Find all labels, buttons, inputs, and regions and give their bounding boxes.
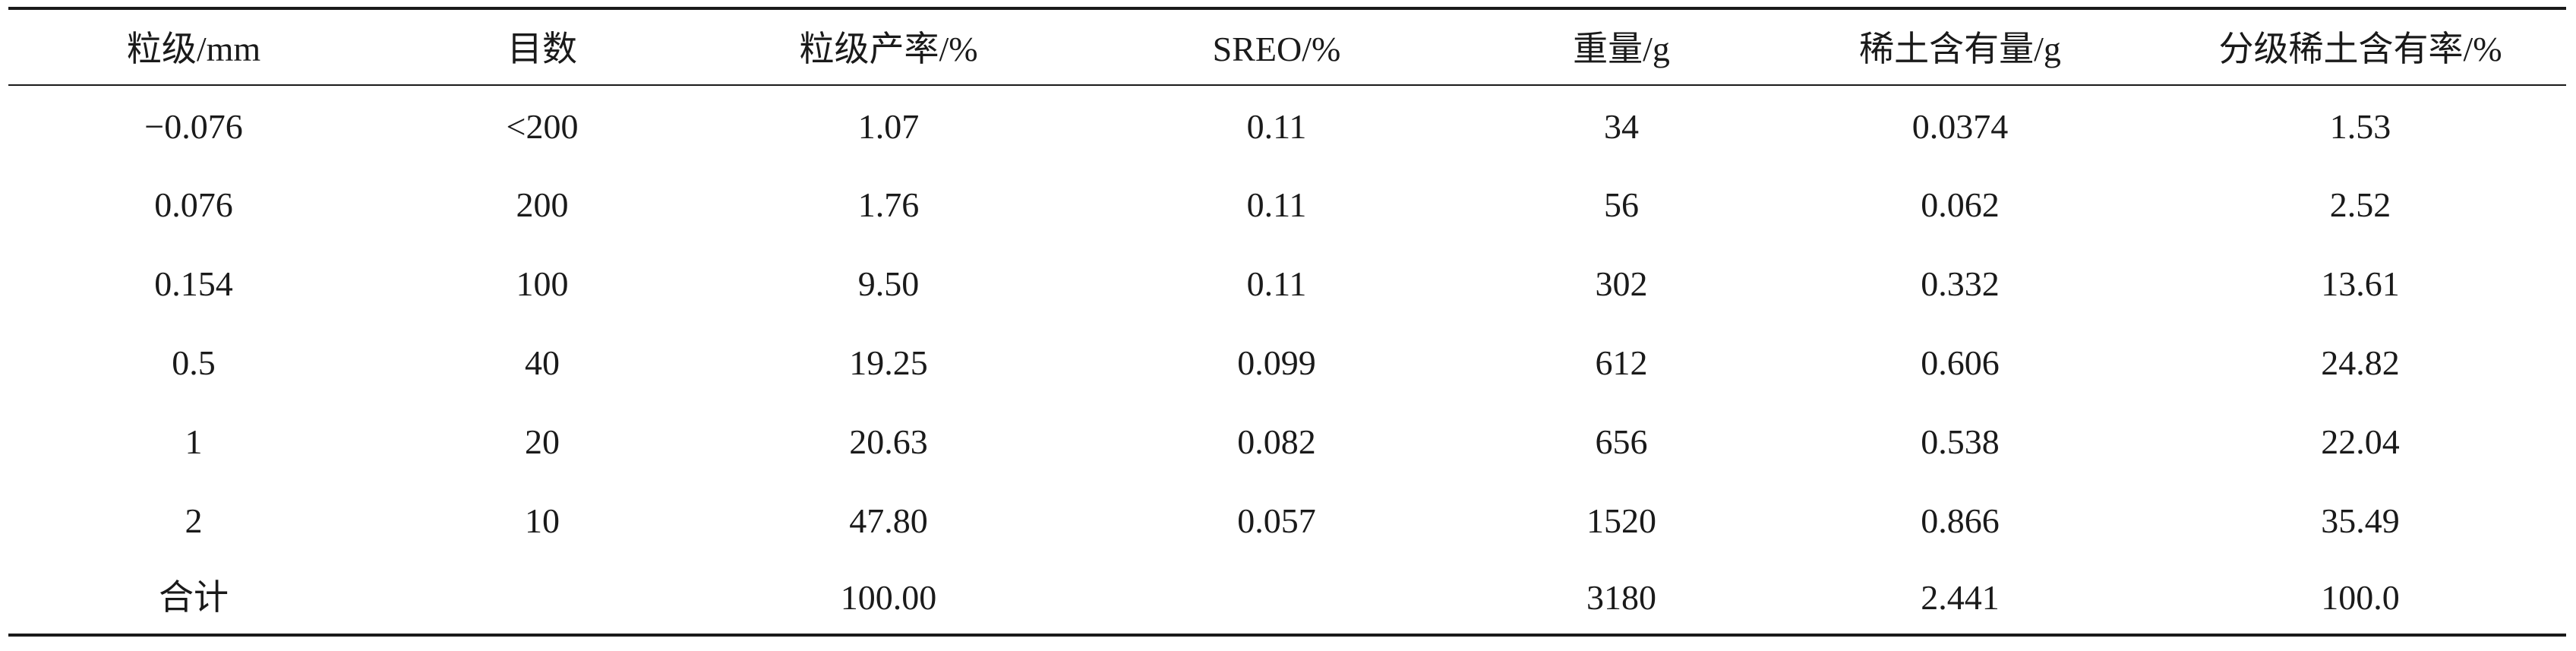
table-cell: 2.441 [1921,578,2000,617]
table-cell: 200 [516,185,569,224]
table-cell: 10 [525,501,560,540]
table-cell: 47.80 [849,501,928,540]
table-cell: 1.53 [2329,107,2391,146]
table-cell: −0.076 [144,107,243,146]
header-cell: 重量/g [1573,30,1670,68]
table-cell: 0.5 [172,343,216,382]
table-cell: 2 [185,501,203,540]
table-cell: 100.0 [2321,578,2400,617]
header-cell: 稀土含有量/g [1859,30,2061,68]
header-cell: 分级稀土含有率/% [2218,30,2502,68]
table-cell: 0.11 [1246,264,1307,303]
table-cell: 20.63 [849,422,928,461]
table-cell: 0.076 [154,185,233,224]
table-cell: 302 [1595,264,1648,303]
table-cell: 9.50 [857,264,920,303]
table-cell: 0.606 [1921,343,2000,382]
table-cell: 1520 [1586,501,1656,540]
bottom-rule [8,634,2566,637]
header-cell: 目数 [507,30,577,68]
table-cell: 0.11 [1246,185,1307,224]
table-cell: <200 [506,107,579,146]
top-rule [8,7,2566,10]
table-cell: 3180 [1586,578,1656,617]
table-cell: 35.49 [2321,501,2400,540]
table-cell: 100 [516,264,569,303]
table-cell: 0.082 [1237,422,1316,461]
table-cell: 100.00 [840,578,937,617]
table-cell: 1 [185,422,203,461]
table-cell: 56 [1604,185,1639,224]
table-cell: 0.11 [1246,107,1307,146]
table-cell: 1.07 [857,107,920,146]
table-cell: 0.0374 [1911,107,2009,146]
table-cell: 22.04 [2321,422,2400,461]
table-cell: 13.61 [2321,264,2400,303]
header-cell: 粒级/mm [126,30,261,68]
table-cell: 40 [525,343,560,382]
table-cell: 0.538 [1921,422,2000,461]
table-cell: 2.52 [2329,185,2391,224]
table-cell: 34 [1604,107,1639,146]
table-cell: 0.332 [1921,264,2000,303]
table-cell: 20 [525,422,560,461]
table-cell: 0.866 [1921,501,2000,540]
table-cell: 24.82 [2321,343,2400,382]
table-cell: 0.062 [1921,185,2000,224]
table-cell: 合计 [159,578,229,617]
table-cell: 19.25 [849,343,928,382]
header-cell: 粒级产率/% [799,30,978,68]
table-cell: 612 [1595,343,1648,382]
table-cell: 656 [1595,422,1648,461]
table-cell: 0.099 [1237,343,1316,382]
table-cell: 0.057 [1237,501,1316,540]
header-cell: SREO/% [1212,30,1341,68]
table-cell: 1.76 [857,185,920,224]
header-rule [8,84,2566,86]
table-cell: 0.154 [154,264,233,303]
